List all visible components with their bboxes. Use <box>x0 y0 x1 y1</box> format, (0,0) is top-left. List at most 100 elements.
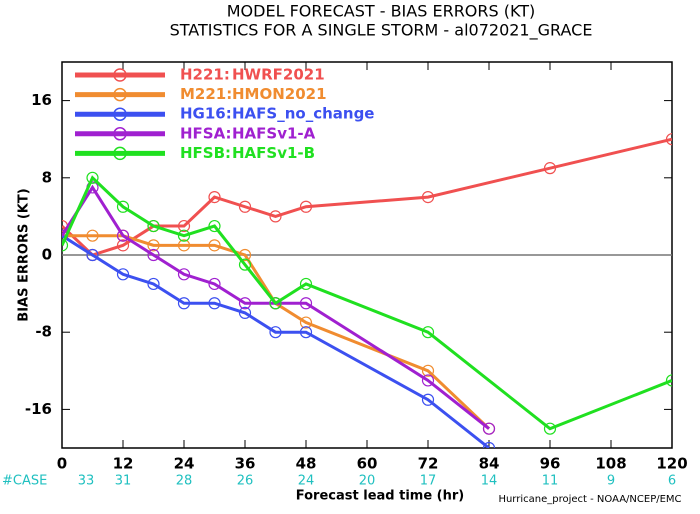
series-marker <box>238 248 252 262</box>
y-axis-label: BIAS ERRORS (KT) <box>17 188 32 321</box>
case-count: 9 <box>607 474 615 489</box>
x-tick-label: 108 <box>595 455 626 473</box>
series-marker <box>147 277 160 291</box>
series-marker <box>208 239 221 252</box>
series-marker <box>421 191 435 204</box>
series-marker <box>86 229 99 242</box>
series-marker <box>147 219 160 233</box>
legend-name: HAFSv1-A <box>232 124 316 142</box>
series-marker <box>269 210 282 223</box>
legend-name: HAFS_no_change <box>232 105 374 123</box>
legend-code: M221: <box>180 85 232 103</box>
series-line <box>62 234 491 430</box>
case-count: 20 <box>359 474 376 489</box>
legend-code: HG16: <box>180 105 232 123</box>
series-marker <box>299 316 313 329</box>
series-marker <box>177 239 191 252</box>
series-marker <box>208 297 221 310</box>
case-count: 6 <box>668 474 676 489</box>
series-marker <box>421 374 435 387</box>
case-count: 11 <box>542 474 559 489</box>
series-marker <box>116 239 130 252</box>
series-line <box>62 137 672 257</box>
y-tick-label: 0 <box>42 246 52 264</box>
x-tick-label: 72 <box>418 455 439 473</box>
legend-marker <box>113 107 127 121</box>
series-marker <box>177 268 191 281</box>
case-count: 24 <box>298 474 315 489</box>
series-marker <box>147 248 160 262</box>
x-tick-label: 84 <box>479 455 500 473</box>
legend-name: HWRF2021 <box>232 66 325 84</box>
series-marker <box>116 268 130 281</box>
x-axis-label: Forecast lead time (hr) <box>296 489 464 504</box>
legend-code: HFSA: <box>180 124 232 142</box>
x-tick-label: 48 <box>296 455 317 473</box>
series-marker <box>299 277 313 291</box>
case-count: 14 <box>481 474 498 489</box>
chart-subtitle: STATISTICS FOR A SINGLE STORM - al072021… <box>170 21 593 41</box>
series-marker <box>238 306 252 319</box>
series-marker <box>299 297 313 310</box>
x-tick-label: 0 <box>57 455 67 473</box>
footer: Hurricane_project - NOAA/NCEP/EMC <box>498 494 681 505</box>
series-marker <box>299 200 313 213</box>
case-count: 28 <box>176 474 193 489</box>
series-marker <box>543 422 557 435</box>
series-marker <box>665 374 672 387</box>
series-marker <box>543 162 557 175</box>
x-tick-label: 24 <box>174 455 195 473</box>
series-marker <box>269 326 282 339</box>
chart-title: MODEL FORECAST - BIAS ERRORS (KT) <box>227 2 536 21</box>
legend-name: HMON2021 <box>232 85 327 103</box>
case-count: 31 <box>115 474 132 489</box>
series-marker <box>177 297 191 310</box>
y-tick-label: -8 <box>35 323 52 341</box>
series-line <box>62 175 672 431</box>
legend-marker <box>113 146 127 161</box>
series-marker <box>482 441 496 448</box>
x-tick-label: 60 <box>357 455 378 473</box>
case-count: 33 <box>78 474 95 489</box>
series-marker <box>238 200 252 213</box>
series-marker <box>421 393 435 406</box>
series-marker <box>177 219 191 233</box>
series-marker <box>299 326 313 339</box>
legend-code: HFSB: <box>180 144 231 162</box>
legend-name: HAFSv1-B <box>232 144 315 162</box>
series-marker <box>421 364 435 377</box>
series-marker <box>421 326 435 339</box>
series-marker <box>116 229 130 242</box>
x-tick-label: 36 <box>235 455 256 473</box>
series-marker <box>177 229 191 242</box>
x-tick-label: 12 <box>113 455 134 473</box>
legend-code: H221: <box>180 66 230 84</box>
series-marker <box>208 219 221 233</box>
series-marker <box>147 239 160 252</box>
case-count: 26 <box>237 474 254 489</box>
series-marker <box>238 258 252 271</box>
series-marker <box>238 297 252 310</box>
series-marker <box>482 422 496 435</box>
series-marker <box>665 133 672 146</box>
plot-area <box>62 133 672 448</box>
series-marker <box>116 200 130 213</box>
legend-marker <box>113 87 127 102</box>
series-line <box>62 234 490 448</box>
x-tick-label: 120 <box>656 455 687 473</box>
series-marker <box>86 248 99 262</box>
case-label: #CASE <box>2 474 47 489</box>
case-count: 17 <box>420 474 437 489</box>
series-marker <box>86 171 99 184</box>
series-marker <box>269 297 282 310</box>
y-tick-label: 8 <box>42 168 52 186</box>
y-tick-label: 16 <box>31 91 52 109</box>
y-tick-label: -16 <box>25 400 52 418</box>
series-line <box>62 184 490 430</box>
series-marker <box>208 277 221 291</box>
legend-marker <box>113 68 127 82</box>
series-marker <box>208 191 221 204</box>
x-tick-label: 96 <box>540 455 561 473</box>
legend-marker <box>113 127 127 141</box>
